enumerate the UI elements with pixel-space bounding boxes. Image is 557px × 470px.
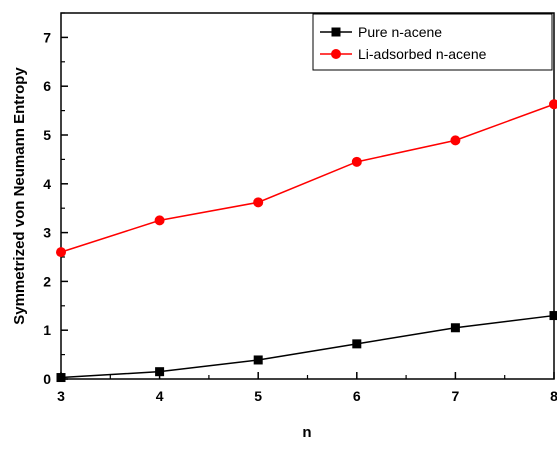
y-tick-label: 6	[43, 78, 51, 94]
data-point-0-5	[549, 311, 557, 321]
series-line-1	[60, 103, 555, 253]
y-tick-label: 3	[43, 225, 51, 241]
data-point-1-1	[154, 215, 165, 226]
legend-label-0: Pure n-acene	[358, 24, 442, 40]
x-axis: 3 4 5 6 7 8	[57, 372, 557, 404]
x-tick-label: 8	[550, 388, 557, 404]
legend: Pure n-acene Li-adsorbed n-acene	[312, 13, 553, 71]
x-axis-title: n	[302, 424, 311, 441]
data-point-1-0	[56, 247, 66, 258]
x-tick-label: 5	[254, 388, 262, 404]
data-point-1-5	[549, 99, 557, 110]
data-point-0-3	[352, 339, 362, 349]
x-tick-label: 7	[452, 388, 460, 404]
data-point-1-2	[253, 197, 264, 208]
y-tick-label: 2	[43, 273, 51, 289]
y-tick-label: 7	[43, 29, 51, 45]
y-axis-title: Symmetrized von Neumann Entropy	[11, 67, 28, 325]
data-point-0-4	[450, 323, 460, 333]
y-axis: 0 1 2 3 4 5 6 7	[43, 12, 68, 387]
x-tick-label: 4	[156, 388, 164, 404]
y-tick-label: 4	[43, 176, 51, 192]
y-tick-label: 5	[43, 127, 51, 143]
x-tick-label: 6	[353, 388, 361, 404]
data-point-1-3	[351, 156, 362, 167]
legend-box	[312, 13, 553, 71]
data-point-0-0	[56, 373, 66, 383]
x-tick-label: 3	[57, 388, 65, 404]
data-point-0-1	[155, 367, 165, 377]
data-point-0-2	[253, 355, 263, 365]
legend-marker-1	[331, 49, 341, 59]
y-tick-label: 0	[43, 371, 51, 387]
data-point-1-4	[450, 135, 461, 146]
series-layer	[56, 99, 557, 383]
y-tick-label: 1	[43, 322, 51, 338]
series-line-0	[60, 314, 555, 379]
legend-label-1: Li-adsorbed n-acene	[358, 46, 487, 62]
legend-marker-0	[331, 27, 341, 37]
